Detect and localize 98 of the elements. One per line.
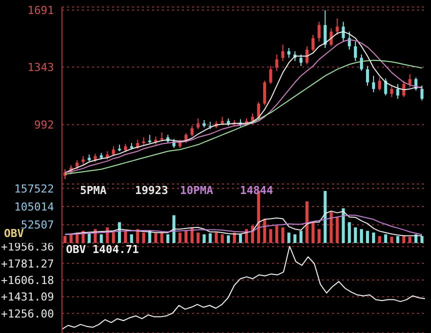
- bar: [226, 235, 230, 243]
- candlestick: [420, 85, 424, 101]
- candlestick: [324, 10, 327, 48]
- bar: [208, 233, 212, 243]
- annotation: 10PMA: [180, 184, 214, 197]
- bar: [378, 236, 382, 243]
- bar: [238, 234, 242, 243]
- line-series: [62, 246, 426, 330]
- candlestick: [306, 46, 309, 65]
- bar: [408, 236, 412, 243]
- line-series: [64, 210, 422, 236]
- bar: [118, 222, 121, 243]
- bar: [142, 232, 146, 243]
- candlestick: [396, 84, 400, 100]
- candlestick: [82, 156, 85, 166]
- candlestick: [287, 47, 290, 58]
- bar: [269, 229, 272, 243]
- bar: [100, 234, 103, 243]
- bar: [184, 230, 188, 243]
- bar: [130, 234, 134, 243]
- bar: [348, 222, 351, 243]
- bar: [318, 229, 321, 243]
- bar: [112, 232, 115, 243]
- candlestick: [275, 54, 278, 72]
- bar: [160, 232, 164, 243]
- bar: [214, 232, 218, 243]
- candlestick: [263, 80, 266, 106]
- bar: [251, 226, 254, 243]
- candlestick: [312, 34, 315, 52]
- bar: [420, 236, 424, 243]
- bar: [172, 215, 176, 243]
- y-tick-label: 1343: [28, 61, 54, 74]
- bar: [178, 232, 182, 243]
- bar: [306, 201, 309, 243]
- candlestick: [378, 76, 382, 92]
- bar: [299, 230, 302, 243]
- bar: [124, 230, 128, 243]
- candlestick: [269, 66, 272, 85]
- bar: [366, 230, 370, 243]
- bar: [154, 233, 158, 243]
- bar: [148, 230, 152, 243]
- bar: [390, 236, 394, 243]
- y-tick-label: +1431.09: [1, 290, 54, 304]
- y-tick-label: 992: [34, 118, 54, 132]
- bar: [232, 232, 236, 243]
- bar: [70, 234, 73, 243]
- bar: [287, 232, 290, 243]
- bar: [88, 233, 91, 243]
- candlestick: [76, 160, 79, 170]
- candlestick: [190, 125, 194, 137]
- annotation: 5PMA: [80, 184, 106, 197]
- annotation: OBV 1404.71: [66, 243, 139, 256]
- candlestick: [402, 80, 406, 98]
- candlestick: [257, 102, 260, 121]
- bar: [312, 222, 315, 243]
- candlestick: [360, 54, 363, 72]
- bar: [330, 212, 333, 243]
- line-series: [64, 214, 422, 236]
- bar: [275, 226, 278, 243]
- candlestick: [408, 74, 412, 88]
- bar: [281, 227, 284, 243]
- y-tick-label: +1256.00: [1, 307, 54, 320]
- candlestick: [160, 132, 164, 142]
- y-tick-label: +1606.18: [1, 274, 54, 287]
- bar: [396, 236, 400, 243]
- bar: [64, 236, 67, 243]
- candlestick: [390, 85, 394, 98]
- candlestick: [299, 54, 302, 66]
- candlestick: [372, 75, 376, 93]
- y-tick-label: 105014: [14, 200, 54, 214]
- y-tick-label: 157522: [14, 182, 54, 196]
- bar: [324, 190, 327, 243]
- bar: [336, 216, 339, 243]
- y-tick-label: +1781.27: [1, 257, 54, 270]
- candlestick: [318, 21, 321, 42]
- bar: [372, 232, 376, 243]
- candlestick: [366, 66, 370, 86]
- candlestick: [196, 118, 200, 130]
- candlestick: [281, 44, 284, 62]
- candlestick: [336, 18, 339, 36]
- annotation: 19923: [135, 184, 168, 197]
- bar: [384, 234, 388, 243]
- bar: [354, 227, 357, 243]
- bar: [402, 235, 406, 243]
- candlestick: [354, 40, 357, 62]
- bar: [196, 232, 200, 243]
- bar: [166, 234, 170, 243]
- bar: [202, 234, 206, 243]
- bar: [220, 234, 224, 243]
- bar: [293, 234, 296, 243]
- bar: [342, 208, 345, 243]
- candlestick: [348, 31, 351, 50]
- candlestick: [342, 21, 345, 42]
- candlestick: [384, 78, 388, 96]
- y-tick-label: 1691: [28, 4, 54, 18]
- annotation: 14844: [240, 184, 274, 197]
- candlestick: [112, 146, 115, 157]
- bar: [360, 229, 363, 243]
